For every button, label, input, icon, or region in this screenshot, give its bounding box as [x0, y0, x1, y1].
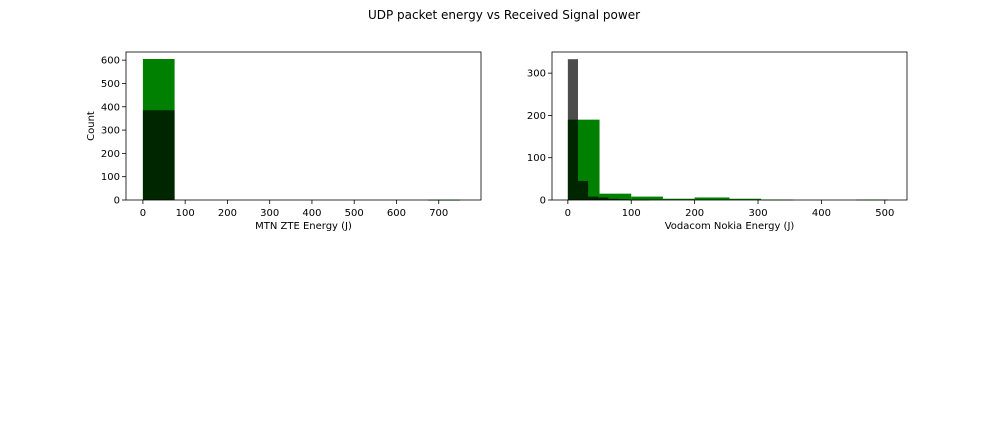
x-tick-label: 100 [622, 208, 641, 219]
x-tick-label: 700 [429, 208, 448, 219]
x-tick-label: 100 [176, 208, 195, 219]
x-tick-label: 500 [345, 208, 364, 219]
y-axis-label: Count [86, 111, 97, 141]
histogram-bar-s1-b5 [618, 199, 629, 200]
x-tick-label: 400 [812, 208, 831, 219]
y-tick-label: 200 [527, 111, 546, 122]
histogram-bar-s1-b1 [577, 180, 589, 200]
histogram-bar-s1-b2 [588, 196, 599, 200]
y-tick-label: 100 [101, 172, 120, 183]
histogram-bar-s1-b0 [142, 110, 175, 200]
histogram-bar-s0-b4 [694, 197, 730, 200]
histogram-bar-s1-b4 [608, 198, 619, 200]
x-tick-label: 500 [875, 208, 894, 219]
x-tick-label: 200 [685, 208, 704, 219]
x-tick-label: 200 [218, 208, 237, 219]
y-tick-label: 300 [101, 126, 120, 137]
histogram-bar-s0-b2 [631, 196, 663, 200]
axes-frame [551, 51, 908, 201]
axes-frame [125, 51, 482, 201]
y-tick-label: 200 [101, 149, 120, 160]
histogram-bar-s1-b3 [598, 197, 609, 200]
y-tick-label: 0 [114, 196, 120, 207]
x-axis-label: Vodacom Nokia Energy (J) [665, 221, 795, 232]
y-tick-label: 400 [101, 102, 120, 113]
mtn-zte-histogram: 0 100 200 300 400 500 600 700 0 100 200 300 400 500 60… [86, 51, 482, 232]
histogram-bar-s1-b0 [567, 59, 578, 200]
x-axis-label: MTN ZTE Energy (J) [255, 221, 352, 232]
histogram-bar-s0-b1 [599, 193, 632, 200]
x-tick-label: 0 [140, 208, 146, 219]
y-tick-label: 500 [101, 79, 120, 90]
histogram-bar-s0-b3 [662, 198, 695, 200]
figure-title: UDP packet energy vs Received Signal pow… [368, 8, 640, 22]
x-tick-label: 400 [302, 208, 321, 219]
y-tick-label: 0 [540, 196, 546, 207]
histogram-bar-s0-b5 [729, 198, 762, 200]
x-tick-label: 300 [260, 208, 279, 219]
y-tick-label: 100 [527, 153, 546, 164]
vodacom-nokia-histogram: 0 100 200 300 400 500 0 100 200 300 Vodacom Nokia … [527, 51, 908, 232]
x-tick-label: 0 [565, 208, 571, 219]
x-tick-label: 300 [748, 208, 767, 219]
x-tick-label: 600 [387, 208, 406, 219]
y-tick-label: 600 [101, 56, 120, 67]
y-tick-label: 300 [527, 69, 546, 80]
